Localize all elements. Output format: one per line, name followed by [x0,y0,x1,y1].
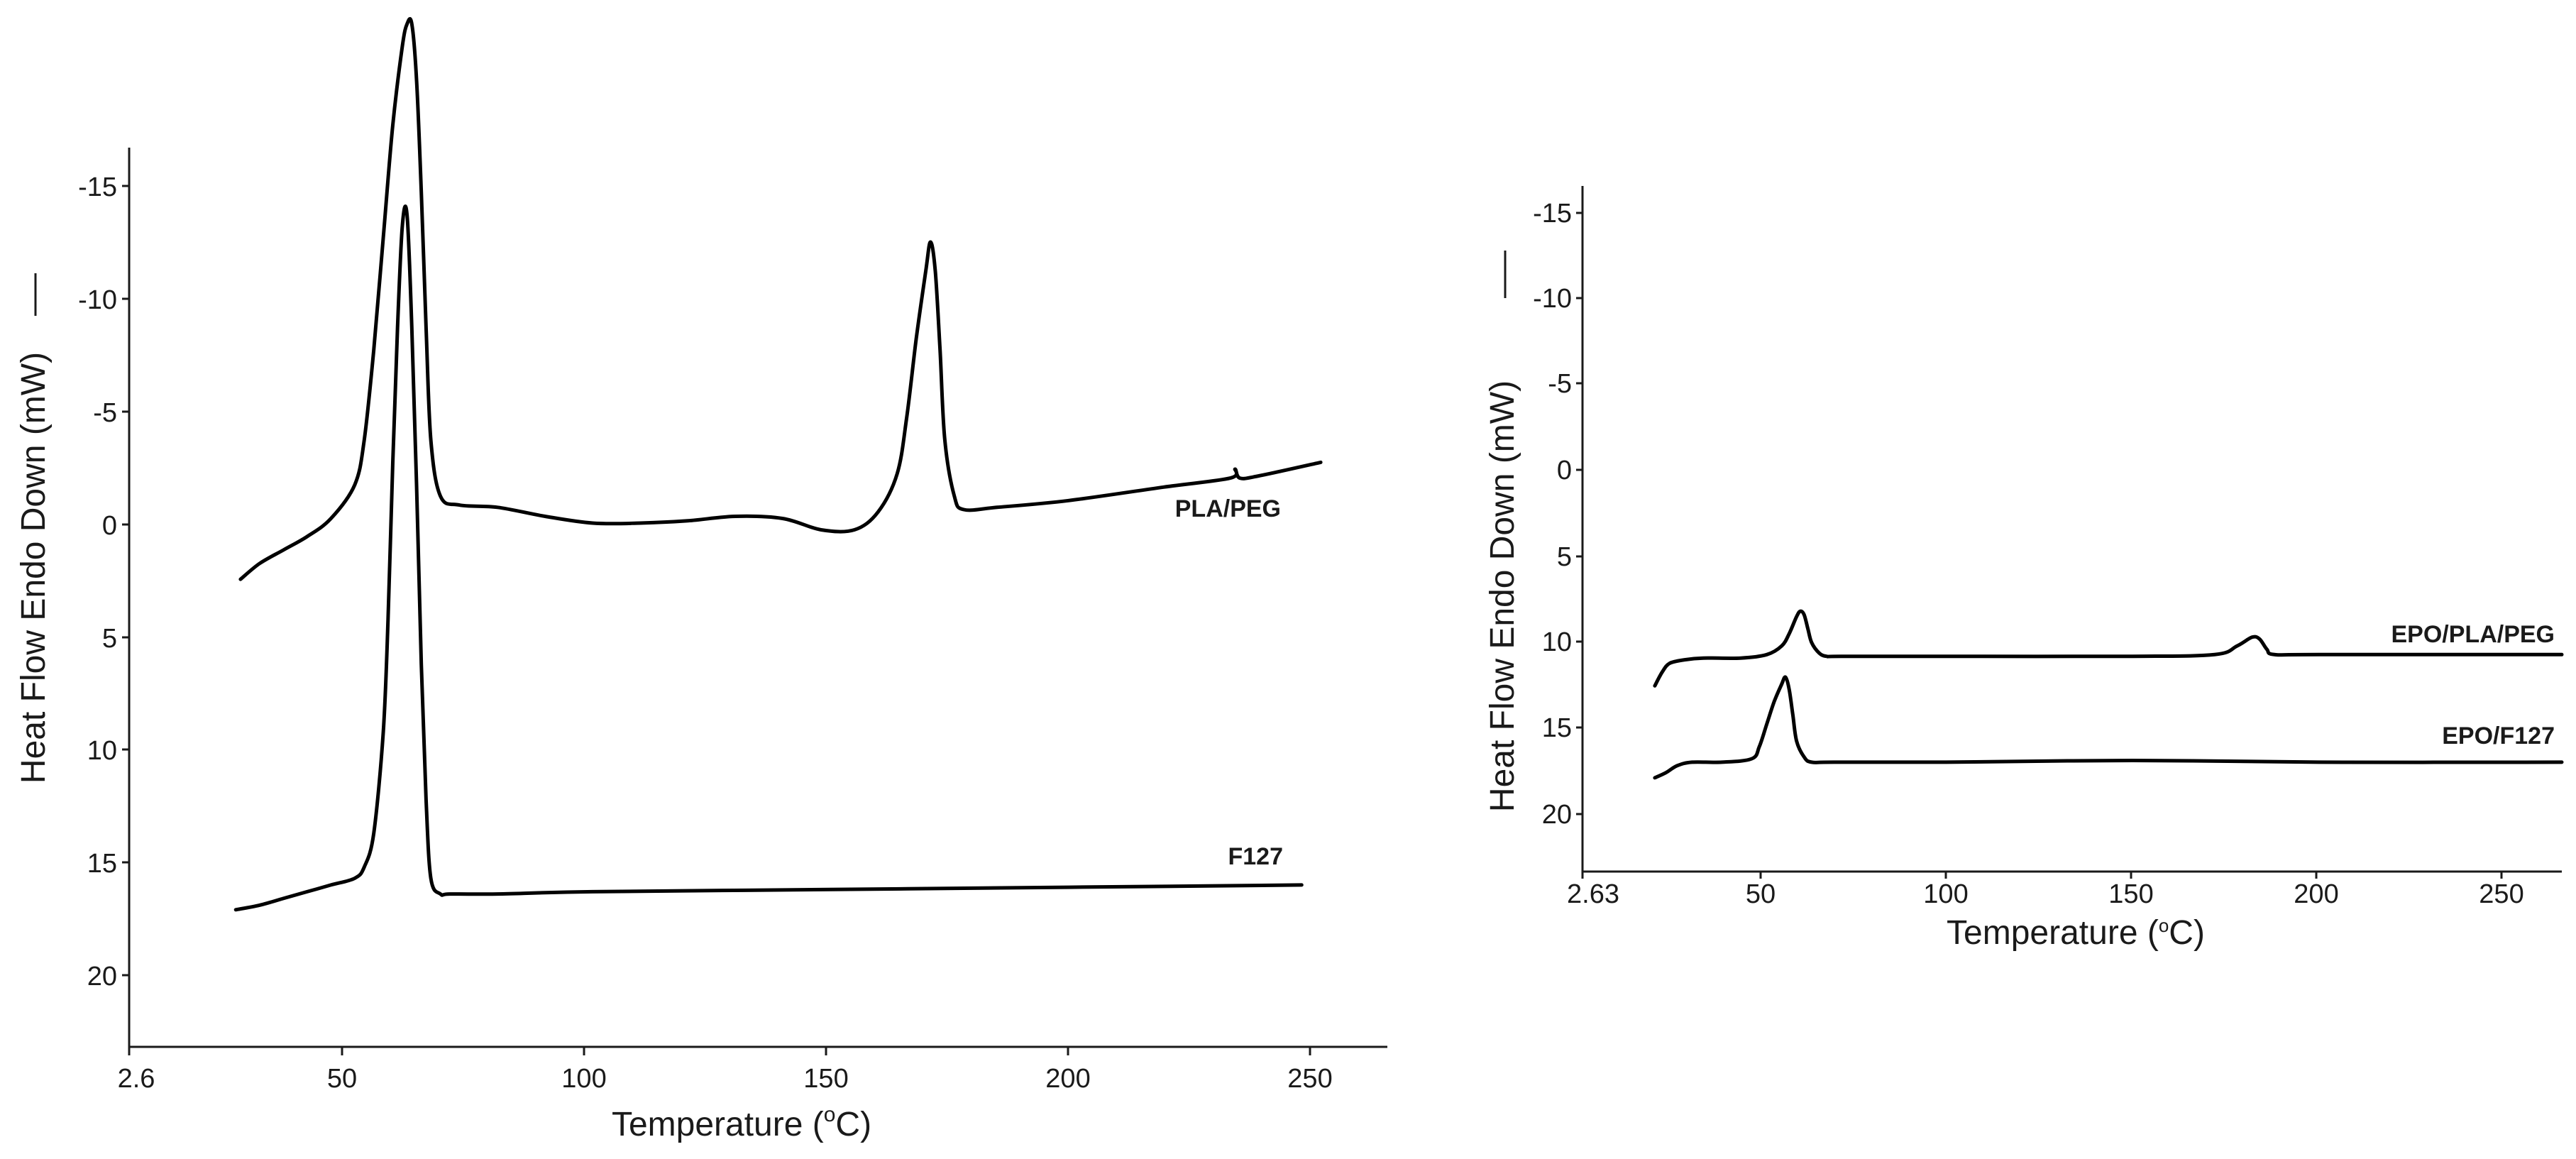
right-y-tick-labels: -15 -10 -5 0 5 10 15 20 [1533,199,1572,830]
series-label-epo-f127: EPO/F127 [2442,723,2555,749]
right-x-tick-label: 200 [2294,879,2338,909]
left-x-axis-title-end: C) [835,1106,871,1143]
left-x-tick-label: 250 [1287,1064,1332,1094]
series-label-pla-peg: PLA/PEG [1175,495,1281,522]
series-label-epo-pla-peg: EPO/PLA/PEG [2391,621,2555,648]
right-y-tick-label: -10 [1533,284,1572,314]
left-y-tick-label: 5 [102,624,117,654]
left-x-ticks [128,1047,1311,1055]
right-y-ticks [1576,212,1583,815]
left-x-axis-title: Temperature (oC) [612,1103,871,1143]
right-x-axis-title-start: Temperature ( [1947,914,2159,952]
left-x-tick-label: 150 [803,1064,848,1094]
right-x-tick-labels: 2.63 50 100 150 200 250 [1567,879,2524,909]
right-y-tick-label: 20 [1542,800,1572,830]
right-y-tick-label: 10 [1542,627,1572,657]
left-y-tick-label: -15 [78,172,117,202]
left-y-axis-title: Heat Flow Endo Down (mW) [15,352,53,784]
right-y-tick-label: -5 [1548,369,1572,399]
right-y-tick-label: -15 [1533,199,1572,229]
right-x-tick-label: 250 [2479,879,2523,909]
right-y-axis-title: Heat Flow Endo Down (mW) [1484,380,1521,812]
left-x-tick-labels: 2.6 50 100 150 200 250 [118,1064,1333,1094]
left-y-tick-label: -5 [93,398,117,428]
left-y-ticks [122,185,129,977]
left-x-axis-title-start: Temperature ( [612,1106,824,1143]
left-panel: -15 -10 -5 0 5 10 15 20 2.6 50 100 150 2… [15,17,1387,1143]
series-line-f127 [233,204,1304,912]
right-x-tick-label: 50 [1746,879,1776,909]
left-x-tick-label: 50 [327,1064,357,1094]
series-label-f127: F127 [1228,843,1284,870]
right-x-axis-title: Temperature (oC) [1947,914,2205,952]
right-panel: -15 -10 -5 0 5 10 15 20 2.63 50 100 150 … [1484,186,2564,952]
series-line-epo-pla-peg [1653,609,2564,688]
left-x-tick-label: 100 [561,1064,606,1094]
left-x-tick-label: 2.6 [118,1064,155,1094]
right-x-ticks [1581,872,2503,879]
series-line-pla-peg [238,17,1323,581]
right-x-axis-title-end: C) [2169,914,2205,952]
right-y-tick-label: 0 [1557,456,1572,485]
right-x-axis-title-degree: o [2159,915,2169,936]
left-y-tick-label: 15 [87,849,117,879]
right-y-tick-label: 15 [1542,713,1572,743]
series-line-epo-f127 [1653,675,2564,780]
right-y-tick-label: 5 [1557,542,1572,572]
left-x-axis-title-degree: o [824,1103,836,1126]
left-y-tick-label: -10 [78,285,117,315]
left-y-tick-labels: -15 -10 -5 0 5 10 15 20 [78,172,117,992]
left-y-tick-label: 20 [87,962,117,992]
left-x-tick-label: 200 [1045,1064,1090,1094]
right-x-tick-label: 150 [2108,879,2153,909]
right-x-tick-label: 2.63 [1567,879,1619,909]
right-x-tick-label: 100 [1923,879,1968,909]
left-y-tick-label: 0 [102,511,117,541]
left-y-tick-label: 10 [87,736,117,766]
